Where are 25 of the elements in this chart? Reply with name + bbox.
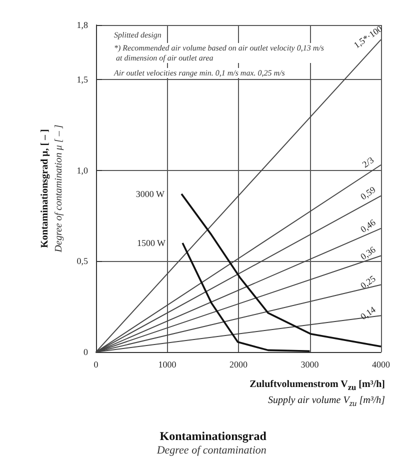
x-tick-label: 1000 <box>158 360 177 370</box>
text: 0,59 <box>358 184 378 202</box>
text: 0,14 <box>358 304 378 322</box>
text: 0,46 <box>358 216 378 234</box>
annotation: Air outlet velocities range min. 0,1 m/s max. 0,25 m/s <box>113 68 285 78</box>
y-tick-label: 0 <box>84 347 88 357</box>
annotation: Splitted design <box>114 30 162 40</box>
x-tick-label: 4000 <box>372 360 390 370</box>
text: 0,36 <box>358 244 378 262</box>
text: Degree of contamination <box>156 444 267 456</box>
series-label: 1500 W <box>136 238 166 248</box>
text: 2/3 <box>360 154 376 170</box>
y-tick-label: 1,8 <box>76 20 88 30</box>
x-tick-label: 0 <box>94 360 99 370</box>
annotation: *) Recommended air volume based on air outlet velocity 0,13 m/s at dimension of air outlet area <box>114 44 324 62</box>
series-label: 3000 W <box>136 188 165 199</box>
text: Kontaminationsgrad <box>160 429 267 443</box>
x-tick-label: 2000 <box>230 360 248 370</box>
text: 0,25 <box>358 273 378 291</box>
x-tick-label: 3000 <box>300 360 320 370</box>
y-tick-label: 1,0 <box>76 165 88 176</box>
x-axis-title: Zuluftvolumenstrom V$_{zu}$ [m³/h] Supply air volume V$_{zu}$ [m³/h] <box>250 378 385 410</box>
y-tick-label: 1,5 <box>76 74 88 84</box>
y-axis-title: Kontaminationsgrad μ, [ – ] Degree of contamination μ [ – ] <box>39 124 64 254</box>
y-tick-label: 0,5 <box>76 256 88 266</box>
